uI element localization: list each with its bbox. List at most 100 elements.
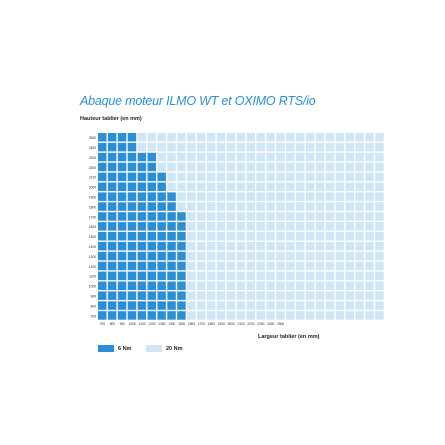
heatmap-cell — [107, 133, 117, 142]
heatmap-cell — [345, 301, 354, 310]
heatmap-cell — [157, 202, 166, 211]
heatmap-cell — [137, 261, 147, 271]
heatmap-cell — [296, 222, 305, 231]
heatmap-cell — [216, 212, 226, 221]
heatmap-cell — [177, 301, 186, 310]
heatmap-cell — [236, 311, 246, 320]
heatmap-cell — [305, 251, 315, 261]
heatmap-cell — [305, 271, 315, 281]
heatmap-cell — [226, 162, 236, 172]
heatmap-cell — [325, 271, 335, 281]
heatmap-cell — [236, 152, 246, 162]
y-tick-label: 700 — [91, 314, 97, 318]
heatmap-cell — [127, 172, 137, 182]
heatmap-cell — [315, 311, 325, 320]
heatmap-cell — [216, 192, 226, 201]
heatmap-cell — [177, 232, 186, 241]
x-tick-label: 2300 — [257, 322, 264, 326]
heatmap-cell — [335, 142, 345, 152]
heatmap-cell — [226, 251, 236, 261]
heatmap-cell — [127, 311, 137, 320]
heatmap-cell — [107, 241, 117, 251]
heatmap-cell — [276, 291, 285, 300]
heatmap-cell — [315, 192, 325, 201]
heatmap-cell — [137, 202, 147, 211]
heatmap-cell — [137, 232, 147, 241]
heatmap-cell — [187, 133, 196, 142]
heatmap-cell — [345, 152, 354, 162]
heatmap-cell — [266, 271, 275, 281]
heatmap-cell — [335, 172, 345, 182]
heatmap-cell — [157, 311, 166, 320]
heatmap-cell — [157, 232, 166, 241]
heatmap-cell — [177, 311, 186, 320]
heatmap-cell — [246, 142, 255, 152]
heatmap-cell — [226, 232, 236, 241]
heatmap-cell — [236, 301, 246, 310]
heatmap-cell — [187, 222, 196, 231]
heatmap-cell — [147, 162, 156, 172]
heatmap-cell — [137, 172, 147, 182]
heatmap-cell — [98, 251, 107, 261]
heatmap-cell — [167, 212, 176, 221]
heatmap-cell — [246, 281, 255, 290]
heatmap-cell — [335, 133, 345, 142]
x-tick-label: 2200 — [247, 322, 254, 326]
heatmap-cell — [355, 162, 364, 172]
heatmap-cell — [98, 271, 107, 281]
heatmap-cell — [137, 212, 147, 221]
heatmap-cell — [147, 222, 156, 231]
heatmap-cell — [127, 202, 137, 211]
heatmap-cell — [187, 212, 196, 221]
heatmap-cell — [206, 251, 216, 261]
heatmap-cell — [365, 152, 374, 162]
x-tick-label: 1300 — [158, 322, 165, 326]
heatmap-cell — [206, 301, 216, 310]
heatmap-cell — [137, 152, 147, 162]
chart-title: Abaque moteur ILMO WT et OXIMO RTS/io — [80, 94, 316, 108]
heatmap-cell — [107, 251, 117, 261]
heatmap-cell — [315, 241, 325, 251]
heatmap-cell — [127, 142, 137, 152]
heatmap-cell — [107, 172, 117, 182]
heatmap-cell — [355, 182, 364, 191]
heatmap-cell — [167, 311, 176, 320]
legend-item-20nm: 20 Nm — [146, 345, 183, 352]
heatmap-cell — [305, 212, 315, 221]
heatmap-cell — [187, 291, 196, 300]
x-tick-label: 1900 — [218, 322, 225, 326]
heatmap-cell — [345, 251, 354, 261]
heatmap-cell — [197, 133, 206, 142]
heatmap-cell — [226, 301, 236, 310]
heatmap-cell — [256, 251, 265, 261]
heatmap-cell — [117, 172, 127, 182]
heatmap-cell — [246, 133, 255, 142]
heatmap-cell — [256, 133, 265, 142]
heatmap-cell — [236, 192, 246, 201]
heatmap-cell — [206, 232, 216, 241]
heatmap-cell — [365, 241, 374, 251]
heatmap-cell — [266, 232, 275, 241]
heatmap-cell — [187, 281, 196, 290]
heatmap-cell — [315, 271, 325, 281]
heatmap-cell — [315, 291, 325, 300]
heatmap-cell — [345, 281, 354, 290]
heatmap-cell — [147, 152, 156, 162]
heatmap-cell — [177, 202, 186, 211]
heatmap-cell — [226, 152, 236, 162]
heatmap-cell — [315, 162, 325, 172]
heatmap-cell — [147, 182, 156, 191]
heatmap-cell — [167, 291, 176, 300]
heatmap-cell — [305, 133, 315, 142]
heatmap-cell — [187, 192, 196, 201]
heatmap-cell — [355, 251, 364, 261]
heatmap-cell — [127, 232, 137, 241]
heatmap-cell — [375, 241, 384, 251]
heatmap-cell — [305, 281, 315, 290]
heatmap-cell — [286, 301, 295, 310]
heatmap-cell — [296, 251, 305, 261]
heatmap-cell — [147, 202, 156, 211]
heatmap-cell — [256, 291, 265, 300]
heatmap-cell — [335, 251, 345, 261]
heatmap-cell — [266, 162, 275, 172]
